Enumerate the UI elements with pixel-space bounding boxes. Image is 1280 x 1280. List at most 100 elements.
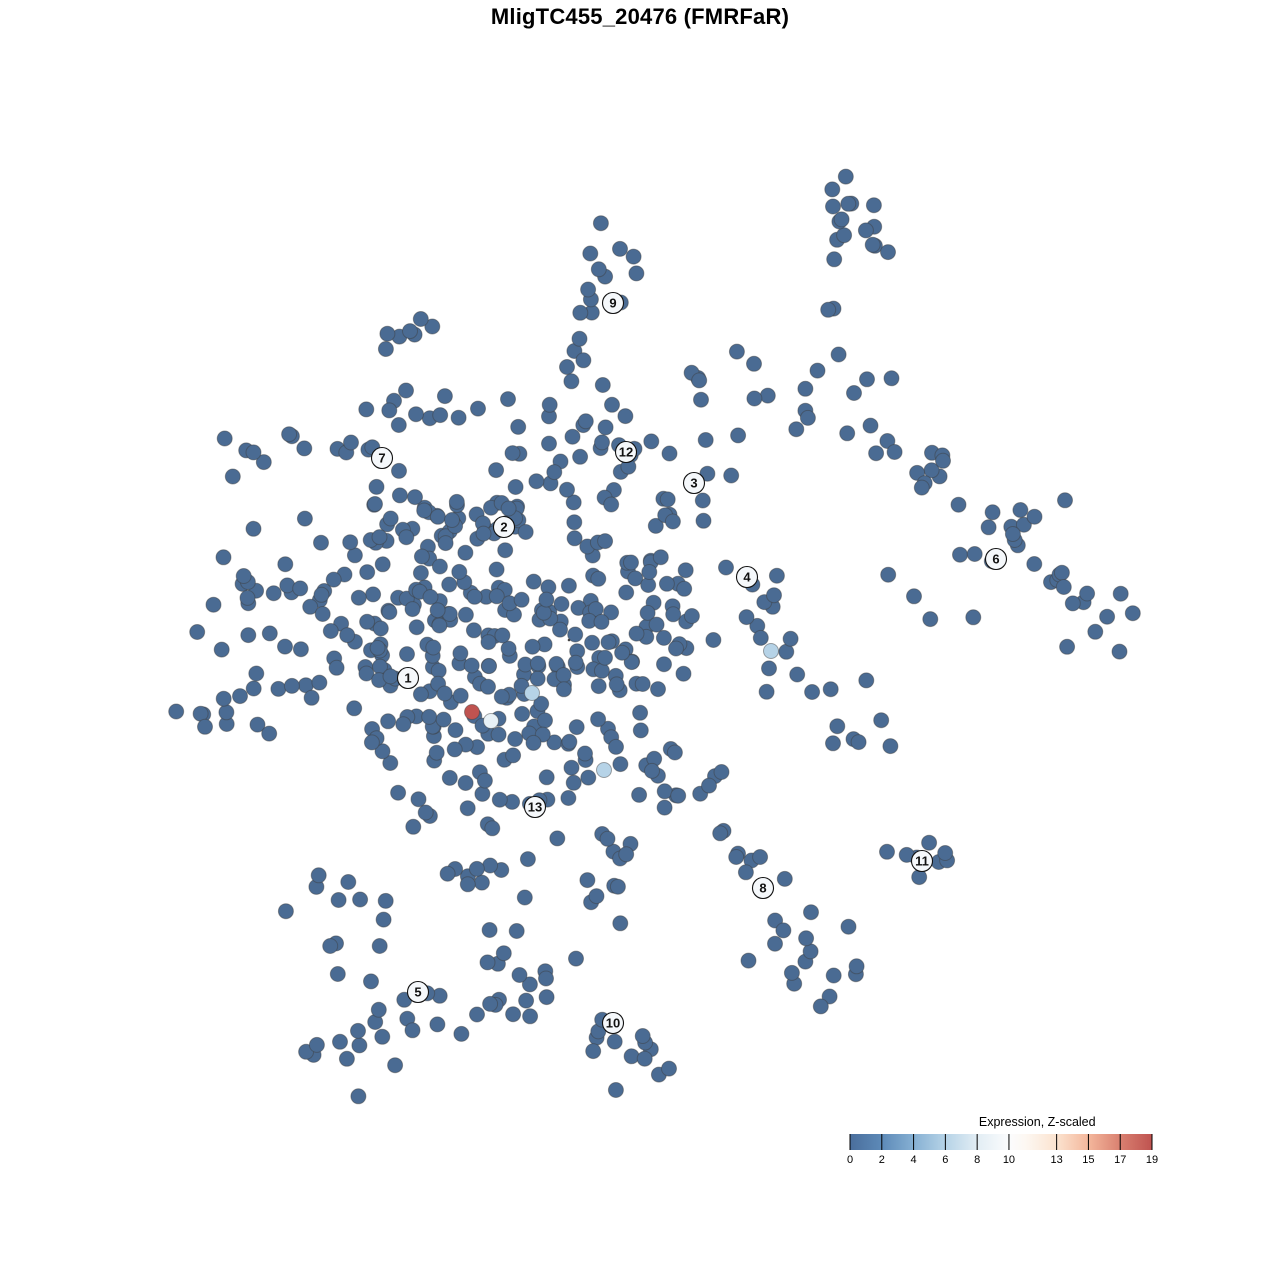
data-point bbox=[402, 323, 418, 340]
data-point bbox=[641, 564, 658, 580]
data-point bbox=[546, 464, 563, 481]
data-point bbox=[590, 678, 607, 695]
data-point bbox=[405, 818, 422, 835]
data-point bbox=[395, 716, 412, 733]
data-point bbox=[493, 688, 510, 705]
data-point bbox=[381, 402, 398, 419]
data-point bbox=[452, 687, 469, 704]
data-point bbox=[429, 602, 446, 619]
data-point bbox=[261, 625, 278, 642]
data-point bbox=[412, 686, 429, 703]
data-point bbox=[922, 611, 939, 628]
data-point bbox=[516, 889, 533, 906]
data-point bbox=[597, 533, 614, 550]
colorbar-tick-label: 19 bbox=[1146, 1154, 1158, 1166]
data-point bbox=[507, 479, 524, 495]
data-point bbox=[424, 318, 441, 335]
data-point bbox=[311, 674, 328, 691]
data-point bbox=[521, 976, 538, 993]
data-point bbox=[367, 496, 383, 512]
data-point bbox=[168, 703, 185, 720]
data-point bbox=[408, 619, 425, 636]
data-point bbox=[441, 576, 458, 593]
data-point bbox=[494, 627, 511, 644]
data-point bbox=[446, 741, 463, 758]
data-point bbox=[514, 705, 531, 722]
data-point bbox=[701, 777, 717, 794]
data-point bbox=[803, 904, 819, 921]
data-point bbox=[868, 445, 885, 462]
data-point bbox=[625, 248, 642, 265]
data-point bbox=[218, 704, 235, 721]
data-point bbox=[239, 589, 256, 606]
cluster-label-circle bbox=[910, 849, 934, 873]
data-point bbox=[541, 396, 558, 413]
data-point bbox=[437, 535, 454, 552]
data-point bbox=[612, 756, 629, 773]
data-point bbox=[310, 867, 327, 884]
data-point bbox=[648, 616, 665, 633]
data-point bbox=[566, 514, 583, 531]
data-point bbox=[623, 1048, 640, 1065]
data-point bbox=[627, 570, 644, 587]
data-point bbox=[296, 440, 313, 457]
data-point bbox=[412, 311, 429, 327]
data-point bbox=[410, 791, 427, 808]
data-point bbox=[404, 1022, 421, 1039]
data-point bbox=[655, 629, 672, 646]
data-point bbox=[365, 586, 382, 603]
data-point bbox=[664, 513, 681, 530]
data-point bbox=[205, 596, 222, 613]
data-point bbox=[767, 912, 784, 929]
data-point bbox=[1124, 605, 1141, 622]
data-point bbox=[935, 452, 951, 469]
data-point bbox=[381, 604, 398, 621]
cluster-label-circle bbox=[682, 471, 706, 495]
data-point bbox=[694, 492, 711, 509]
data-point bbox=[612, 915, 629, 932]
data-point bbox=[1026, 556, 1043, 572]
data-point bbox=[538, 970, 554, 987]
data-point bbox=[882, 738, 899, 755]
data-point bbox=[495, 945, 512, 962]
data-point bbox=[647, 517, 664, 534]
data-point bbox=[325, 571, 342, 588]
data-point bbox=[215, 690, 232, 707]
data-point bbox=[568, 950, 584, 967]
data-point bbox=[1087, 623, 1104, 640]
data-point bbox=[797, 380, 814, 397]
data-point bbox=[848, 958, 865, 975]
data-point bbox=[398, 529, 415, 546]
data-point bbox=[572, 304, 589, 321]
data-point bbox=[459, 800, 476, 817]
data-point bbox=[351, 1037, 368, 1054]
data-point bbox=[504, 445, 521, 462]
data-point bbox=[441, 769, 458, 786]
data-point bbox=[965, 609, 982, 626]
data-point bbox=[428, 744, 445, 761]
data-point bbox=[911, 869, 928, 886]
data-point bbox=[368, 478, 385, 495]
data-point bbox=[883, 370, 900, 387]
data-point bbox=[984, 504, 1001, 521]
cluster-label-number: 8 bbox=[759, 881, 766, 896]
data-point bbox=[798, 930, 815, 947]
data-point bbox=[758, 683, 775, 700]
data-point bbox=[782, 630, 799, 647]
data-point bbox=[1059, 638, 1076, 655]
data-point bbox=[308, 1036, 325, 1053]
data-point bbox=[865, 197, 882, 214]
data-point bbox=[303, 689, 320, 706]
data-point bbox=[879, 843, 895, 860]
data-point bbox=[248, 665, 265, 682]
data-point bbox=[966, 546, 983, 562]
colorbar-tick-label: 17 bbox=[1114, 1154, 1126, 1166]
cluster-label-circle bbox=[601, 1011, 625, 1035]
data-point bbox=[439, 865, 456, 882]
data-point bbox=[189, 624, 206, 640]
data-point bbox=[840, 195, 857, 212]
data-point bbox=[590, 261, 607, 278]
data-point bbox=[398, 382, 414, 399]
data-point bbox=[375, 911, 392, 928]
